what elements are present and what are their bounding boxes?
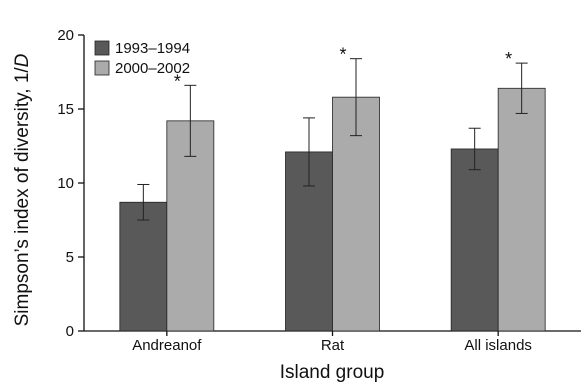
significance-star: *: [505, 49, 512, 69]
y-tick-label: 15: [57, 101, 74, 118]
y-axis-title-italic: D: [12, 53, 33, 67]
y-axis: 0 5 10 15 20: [57, 27, 85, 340]
significance-star: *: [174, 71, 181, 91]
y-axis-title: Simpson’s index of diversity, 1/D: [12, 53, 33, 326]
bar: [497, 87, 546, 332]
y-tick-label: 10: [57, 175, 74, 192]
y-tick-label: 20: [57, 27, 74, 44]
significance-star: *: [339, 45, 346, 65]
legend: 1993–1994 2000–2002: [94, 40, 190, 77]
bars: [119, 87, 546, 332]
x-tick-label: Andreanof: [132, 337, 202, 354]
x-tick-label: Rat: [321, 337, 345, 354]
legend-swatch: [94, 40, 110, 56]
x-axis: Andreanof Rat All islands: [84, 330, 581, 354]
significance-markers: * * *: [174, 45, 512, 92]
legend-swatch: [94, 60, 110, 76]
y-axis-title-main: Simpson’s index of diversity, 1/: [12, 67, 33, 327]
bar: [332, 96, 380, 332]
bar: [450, 148, 499, 332]
x-tick-label: All islands: [464, 337, 532, 354]
y-tick-label: 5: [66, 249, 74, 266]
y-tick-label: 0: [66, 323, 74, 340]
x-axis-title: Island group: [280, 362, 385, 383]
error-bars: [137, 58, 528, 221]
legend-label: 2000–2002: [115, 60, 190, 77]
bar: [119, 201, 168, 332]
legend-label: 1993–1994: [115, 40, 190, 57]
